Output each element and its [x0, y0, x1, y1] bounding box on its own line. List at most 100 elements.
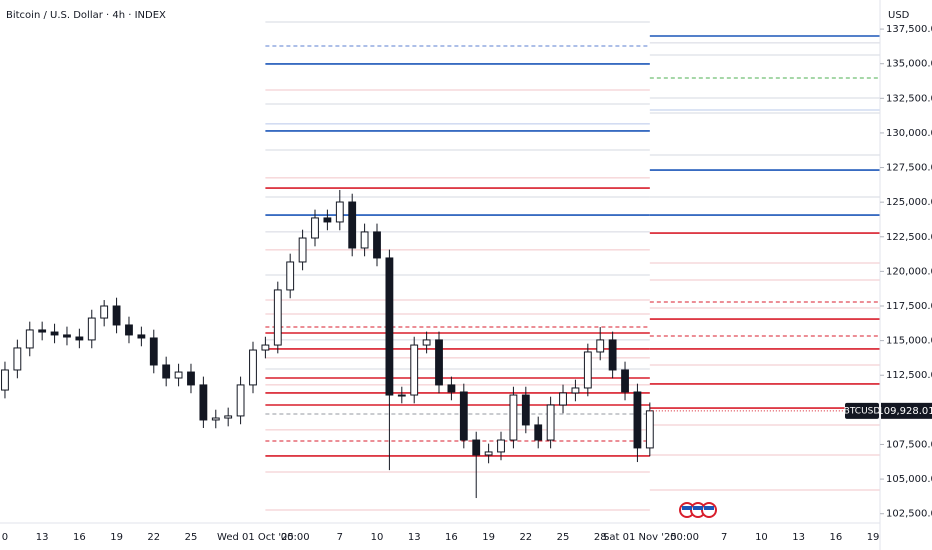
candle-body — [112, 305, 121, 326]
candle-body — [335, 201, 344, 223]
candle-body — [583, 351, 592, 389]
flag-stripe — [693, 506, 703, 510]
y-tick-label: 132,500.00 — [886, 93, 932, 104]
x-tick-label: 16 — [829, 532, 842, 543]
x-tick-label: 22 — [519, 532, 532, 543]
candle-body — [298, 237, 307, 263]
last-price-label: 109,928.01 — [877, 406, 932, 417]
candle-body — [199, 384, 208, 421]
candle-body — [323, 217, 332, 223]
candle-body — [447, 384, 456, 393]
x-tick-label: 28 — [594, 532, 607, 543]
candle-body — [249, 349, 257, 386]
candle-body — [311, 217, 319, 239]
x-tick-label: 19 — [482, 532, 495, 543]
y-tick-label: 117,500.00 — [886, 301, 932, 312]
candle-body — [162, 364, 171, 379]
candle-body — [187, 371, 195, 386]
candle-body — [137, 334, 146, 339]
price-axis — [880, 0, 932, 550]
candle-body — [509, 394, 518, 441]
y-tick-label: 127,500.00 — [886, 163, 932, 174]
candle-body — [236, 384, 245, 417]
chart-title: Bitcoin / U.S. Dollar · 4h · INDEX — [6, 10, 166, 21]
flag-stripe — [704, 506, 714, 510]
y-tick-label: 135,000.00 — [886, 59, 932, 70]
candle-body — [286, 261, 295, 291]
candle-body — [25, 329, 34, 349]
candle-body — [559, 392, 567, 406]
x-tick-label: Wed 01 Oct '25 — [217, 532, 294, 543]
x-tick-label: 13 — [36, 532, 49, 543]
candle-body — [1, 369, 9, 391]
candle-body — [472, 439, 481, 456]
candle-body — [410, 344, 419, 396]
flag-stripe — [682, 506, 692, 510]
candle-body — [373, 231, 381, 259]
candle-body — [633, 391, 642, 449]
candle-body — [596, 339, 605, 353]
candle-body — [13, 347, 22, 371]
y-tick-label: 122,500.00 — [886, 232, 932, 243]
x-tick-label: 25 — [557, 532, 570, 543]
x-tick-label: 22 — [147, 532, 160, 543]
candle-body — [63, 334, 71, 338]
candle-body — [435, 339, 443, 386]
x-tick-label: 10 — [371, 532, 384, 543]
y-tick-label: 115,000.00 — [886, 336, 932, 347]
plot-area — [1, 21, 880, 511]
x-tick-label: 00:00 — [281, 532, 310, 543]
candle-body — [348, 201, 357, 249]
x-tick-label: 00:00 — [670, 532, 699, 543]
candle-body — [459, 391, 468, 441]
candle-body — [521, 394, 530, 426]
candle-body — [174, 371, 183, 379]
x-tick-label: 25 — [185, 532, 198, 543]
currency-label: USD — [888, 10, 910, 21]
candle-body — [397, 394, 406, 397]
x-tick-label: 19 — [867, 532, 880, 543]
x-tick-label: 19 — [110, 532, 123, 543]
candle-body — [38, 329, 47, 333]
y-tick-label: 107,500.00 — [886, 439, 932, 450]
candle-body — [621, 369, 629, 393]
y-tick-label: 137,500.00 — [886, 24, 932, 35]
candle-body — [608, 339, 617, 371]
x-tick-label: Sat 01 Nov '25 — [603, 532, 677, 543]
candle-body — [261, 344, 270, 351]
candle-body — [571, 387, 580, 394]
x-tick-label: 0 — [2, 532, 8, 543]
last-price-badge — [881, 402, 932, 419]
candle-body — [75, 336, 84, 341]
x-tick-label: 13 — [792, 532, 805, 543]
candle-body — [497, 439, 505, 453]
x-tick-label: 7 — [337, 532, 343, 543]
candle-body — [385, 257, 394, 396]
x-tick-label: 10 — [755, 532, 768, 543]
candle-body — [534, 424, 543, 441]
candle-body — [484, 451, 493, 456]
x-tick-label: 16 — [445, 532, 458, 543]
candle-body — [125, 324, 133, 336]
candle-body — [645, 410, 654, 449]
candle-body — [149, 337, 158, 366]
candle-body — [273, 289, 282, 346]
candle-body — [50, 331, 59, 336]
candle-body — [100, 305, 109, 319]
candle-body — [211, 417, 220, 421]
y-tick-label: 105,000.00 — [886, 474, 932, 485]
y-tick-label: 120,000.00 — [886, 266, 932, 277]
x-tick-label: 16 — [73, 532, 86, 543]
candle-body — [87, 317, 96, 341]
event-icons — [679, 502, 717, 518]
y-tick-label: 125,000.00 — [886, 197, 932, 208]
x-tick-label: 7 — [721, 532, 727, 543]
y-tick-label: 112,500.00 — [886, 370, 932, 381]
symbol-badge — [845, 402, 879, 419]
y-tick-label: 102,500.00 — [886, 509, 932, 520]
candle-body — [546, 404, 555, 441]
candle-body — [360, 231, 369, 249]
candle-body — [224, 415, 233, 419]
symbol-label: BTCUSD — [844, 406, 881, 416]
